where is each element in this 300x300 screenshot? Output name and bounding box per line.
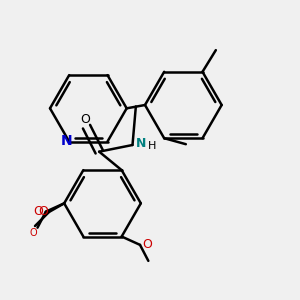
Text: O: O — [38, 205, 48, 218]
Text: H: H — [148, 141, 156, 151]
Text: O: O — [81, 113, 90, 126]
Text: N: N — [61, 134, 72, 148]
Text: O: O — [142, 238, 152, 251]
Text: O: O — [34, 205, 44, 218]
Text: N: N — [136, 137, 146, 150]
Text: O: O — [29, 228, 37, 238]
